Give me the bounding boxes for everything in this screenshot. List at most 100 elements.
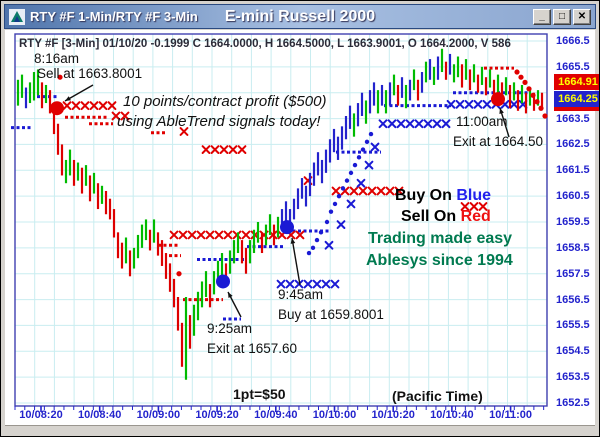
sell-x-mark <box>178 230 188 240</box>
sell-x-mark <box>196 230 206 240</box>
buy-trail-dot <box>352 162 358 168</box>
buy-trail-dot <box>348 170 354 176</box>
maximize-button[interactable]: □ <box>553 8 571 25</box>
sell-x-mark <box>376 186 386 196</box>
price-tag-red-edge <box>554 107 599 112</box>
buy-trail-dot <box>360 147 366 152</box>
close-button[interactable]: ✕ <box>573 8 591 25</box>
sell-x-mark <box>349 186 359 196</box>
sell-x-mark <box>469 202 479 211</box>
sell-x-mark <box>295 230 305 240</box>
annotation-arrowhead <box>499 108 504 114</box>
sell-stop-dot <box>542 113 548 119</box>
chart-annotation-4: 11:00am <box>456 114 508 130</box>
quote-status-line: RTY #F [3-Min] 01/10/20 -0.1999 C 1664.0… <box>19 38 511 50</box>
sell-x-mark <box>98 101 108 111</box>
chart-annotation-1: Sell at 1663.8001 <box>37 66 142 82</box>
chart-annotation-10: 9:45am <box>278 287 323 303</box>
sell-stop-dot <box>526 86 532 92</box>
annotation-text: 11:00am <box>456 114 508 129</box>
sell-x-mark <box>478 202 488 211</box>
chart-annotation-12: 9:25am <box>207 321 252 337</box>
buy-x-mark <box>423 119 433 129</box>
sell-stop-dot <box>514 69 520 75</box>
annotation-text: (Pacific Time) <box>392 388 483 404</box>
buy-trail-dot <box>306 250 312 256</box>
x-axis-label: 10/09:40 <box>254 409 298 421</box>
buy-trail-x <box>336 220 346 229</box>
buy-x-mark <box>455 99 465 109</box>
price-chart-canvas[interactable] <box>5 30 597 428</box>
price-tag-blue: 1664.25 <box>554 91 599 108</box>
y-axis-label: 1657.5 <box>556 267 590 280</box>
y-axis-label: 1663.5 <box>556 112 590 125</box>
chart-annotation-14: 1pt=$50 <box>233 386 286 402</box>
sell-stop-dot <box>538 105 544 111</box>
price-tag-red: 1664.91 <box>554 74 599 91</box>
buy-x-mark <box>464 99 474 109</box>
sell-stop-dot <box>534 99 540 105</box>
chart-area[interactable]: RTY #F [3-Min] 01/10/20 -0.1999 C 1664.0… <box>5 30 599 428</box>
y-axis-label: 1659.5 <box>556 215 590 228</box>
exit-point-9:25am-marker <box>216 274 230 289</box>
annotation-text: using AbleTrend signals today! <box>117 113 321 130</box>
buy-trail-x <box>364 160 374 170</box>
annotation-text: 9:45am <box>278 287 324 302</box>
y-axis-label: 1665.5 <box>556 60 590 73</box>
plot-border <box>14 33 548 407</box>
sell-x-mark <box>179 127 189 136</box>
buy-trail-dot <box>336 193 342 199</box>
annotation-text: Blue <box>456 187 492 204</box>
sell-x-mark <box>169 230 179 240</box>
buy-trail-x <box>324 240 334 250</box>
annotation-text: Red <box>460 208 491 225</box>
y-axis-label: 1654.5 <box>556 345 590 358</box>
y-axis-label: 1656.5 <box>556 293 590 306</box>
buy-x-mark <box>509 99 519 109</box>
sell-x-mark <box>89 101 99 111</box>
buy-trail-x <box>356 178 366 188</box>
x-axis-label: 10/11:00 <box>489 409 532 421</box>
y-axis-label: 1653.5 <box>556 371 590 384</box>
x-axis-label: 10/09:20 <box>195 409 239 421</box>
sell-x-mark <box>187 230 197 240</box>
y-axis-label: 1666.5 <box>556 35 590 47</box>
annotation-text: Buy at 1659.8001 <box>278 307 384 322</box>
annotation-arrowhead <box>290 238 296 244</box>
x-axis-label: 10/10:20 <box>371 409 415 421</box>
annotation-text: 10 points/contract profit ($500) <box>123 93 327 110</box>
sell-x-mark <box>201 145 211 154</box>
x-axis-label: 10/10:00 <box>312 409 357 421</box>
title-bar[interactable]: RTY #F 1-Min/RTY #F 3-Min E-mini Russell… <box>4 4 596 29</box>
buy-point-9:45am-marker <box>280 220 294 235</box>
buy-x-mark <box>387 119 397 129</box>
sell-x-mark <box>80 101 90 111</box>
buy-x-mark <box>330 279 340 289</box>
minimize-button[interactable]: _ <box>533 8 551 25</box>
buy-x-mark <box>446 99 456 109</box>
buy-x-mark <box>405 119 415 129</box>
sell-x-mark <box>223 230 233 240</box>
sell-x-mark <box>107 101 117 111</box>
x-axis-label: 10/09:00 <box>136 409 181 421</box>
annotation-text: Exit at 1657.60 <box>207 341 298 356</box>
sell-stop-dot <box>518 74 524 80</box>
exit-point-11:00am-marker <box>491 92 505 107</box>
chart-annotation-0: 8:16am <box>34 51 79 67</box>
chart-annotation-6: Buy On Blue <box>395 187 491 205</box>
annotation-arrow <box>291 237 301 286</box>
chart-annotation-5: Exit at 1664.50 <box>453 134 543 150</box>
annotation-text: 9:25am <box>207 321 253 336</box>
buy-x-mark <box>482 99 492 109</box>
buy-x-mark <box>473 99 483 109</box>
sell-dot <box>176 271 182 277</box>
y-axis-label: 1660.5 <box>556 190 590 203</box>
x-axis-label: 10/10:40 <box>430 409 474 421</box>
sell-x-mark <box>219 145 229 154</box>
annotation-text: 1pt=$50 <box>233 386 286 402</box>
sell-x-mark <box>71 101 81 111</box>
buy-trail-dot <box>340 186 346 191</box>
sell-x-mark <box>394 186 404 196</box>
buy-trail-dot <box>324 219 330 225</box>
